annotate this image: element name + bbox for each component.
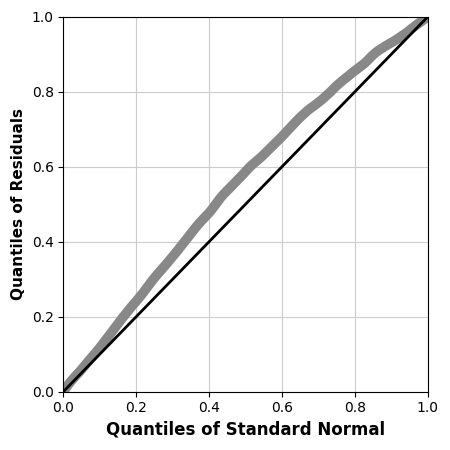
X-axis label: Quantiles of Standard Normal: Quantiles of Standard Normal bbox=[106, 421, 385, 439]
Y-axis label: Quantiles of Residuals: Quantiles of Residuals bbox=[11, 108, 26, 300]
